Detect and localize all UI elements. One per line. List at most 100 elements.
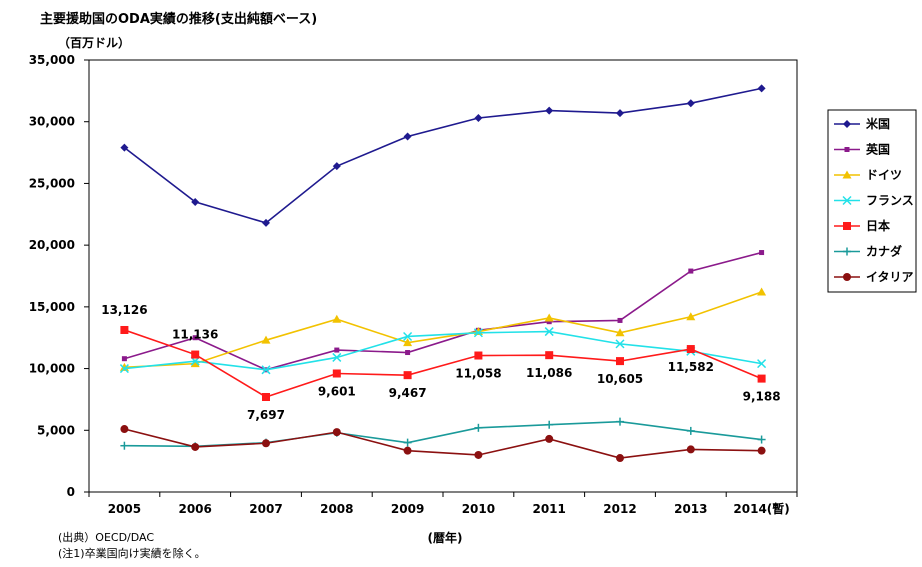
data-point: [616, 417, 624, 426]
data-label: 9,467: [389, 386, 427, 400]
data-point: [546, 319, 552, 325]
data-point: [474, 114, 483, 123]
x-tick-label: 2010: [462, 502, 495, 516]
data-point: [262, 439, 270, 448]
legend-item: ドイツ: [834, 168, 902, 182]
x-tick-label: 2007: [249, 502, 282, 516]
y-axis-unit: （百万ドル）: [58, 36, 131, 50]
data-point: [757, 84, 766, 93]
chart-title: 主要援助国のODA実績の推移(支出純額ベース): [40, 12, 318, 27]
data-point: [474, 450, 483, 459]
x-tick-label: 2013: [674, 502, 707, 516]
x-tick-label: 2012: [603, 502, 636, 516]
data-point: [615, 328, 625, 337]
data-point-stroke: [544, 327, 554, 337]
data-point: [843, 273, 851, 281]
data-label: 9,188: [743, 390, 781, 404]
data-point: [545, 351, 554, 360]
data-label: 9,601: [318, 384, 356, 398]
y-tick-label: 35,000: [29, 53, 75, 67]
data-point: [332, 369, 341, 378]
series-line: [123, 87, 762, 224]
data-point: [843, 247, 851, 256]
data-point: [403, 338, 413, 347]
data-point: [545, 420, 554, 429]
data-point: [615, 339, 625, 349]
series-line: [124, 251, 762, 371]
data-point-stroke: [842, 195, 852, 206]
data-point: [686, 426, 695, 435]
footnote: (注1)卒業国向け実績を除く。: [58, 547, 206, 560]
data-point: [403, 438, 412, 447]
data-point: [843, 222, 851, 230]
y-tick-label: 0: [67, 485, 75, 499]
data-point: [262, 392, 270, 401]
data-point-stroke: [615, 339, 625, 349]
data-label: 11,136: [172, 328, 218, 342]
data-point: [332, 428, 341, 437]
y-tick-label: 5,000: [37, 423, 75, 437]
legend-item: カナダ: [834, 244, 902, 259]
y-tick-label: 10,000: [29, 362, 75, 376]
y-tick-label: 20,000: [29, 238, 75, 252]
data-point: [616, 454, 624, 463]
data-point-stroke: [403, 331, 413, 342]
legend-label: 英国: [866, 142, 890, 157]
data-point: [545, 106, 554, 115]
data-point: [617, 317, 623, 323]
data-point: [686, 99, 695, 108]
data-point: [686, 345, 695, 354]
legend-label: カナダ: [866, 244, 902, 259]
series-line: [124, 428, 762, 459]
data-point: [474, 351, 483, 360]
data-point: [686, 312, 696, 321]
data-point: [261, 365, 271, 375]
y-axis: 0 5,000 10,000 15,000 20,000 25,000 30,000 35,0…: [29, 53, 89, 499]
data-point: [120, 143, 129, 152]
data-point: [686, 445, 695, 454]
data-label: 11,058: [455, 367, 501, 381]
series-lines: [119, 84, 767, 463]
legend-item: イタリア: [834, 270, 914, 284]
legend-label: 日本: [866, 218, 890, 233]
x-axis-title: (暦年): [428, 530, 463, 545]
data-point-stroke: [261, 365, 271, 375]
x-tick-label: 2006: [178, 502, 211, 516]
data-point: [262, 218, 270, 227]
data-point: [191, 197, 200, 206]
series-line: [124, 291, 762, 369]
data-point: [842, 170, 852, 179]
series-日本: [120, 325, 766, 401]
data-label: 11,582: [668, 360, 714, 374]
data-point: [616, 357, 624, 366]
series-英国: [121, 250, 765, 373]
data-point: [190, 359, 200, 368]
data-point: [332, 352, 342, 362]
legend-item: 日本: [834, 218, 890, 233]
data-point: [405, 350, 411, 356]
data-point: [120, 325, 129, 334]
data-point: [757, 374, 766, 383]
x-tick-label: 2011: [532, 502, 565, 516]
data-point: [843, 120, 851, 128]
data-point: [842, 195, 852, 206]
data-point: [544, 313, 554, 322]
x-tick-label: 2009: [391, 502, 424, 516]
data-point: [192, 335, 198, 341]
series-イタリア: [120, 425, 766, 463]
data-point: [688, 268, 694, 274]
data-point: [403, 371, 412, 380]
data-point: [334, 347, 340, 353]
data-label: 7,697: [247, 408, 285, 422]
legend-label: イタリア: [866, 270, 914, 284]
data-point: [403, 331, 413, 342]
data-point-stroke: [332, 352, 342, 362]
data-point: [544, 327, 554, 337]
x-tick-label: 2008: [320, 502, 353, 516]
data-point: [759, 250, 765, 256]
data-point: [119, 364, 129, 374]
y-tick-label: 25,000: [29, 176, 75, 190]
series-米国: [120, 84, 766, 227]
